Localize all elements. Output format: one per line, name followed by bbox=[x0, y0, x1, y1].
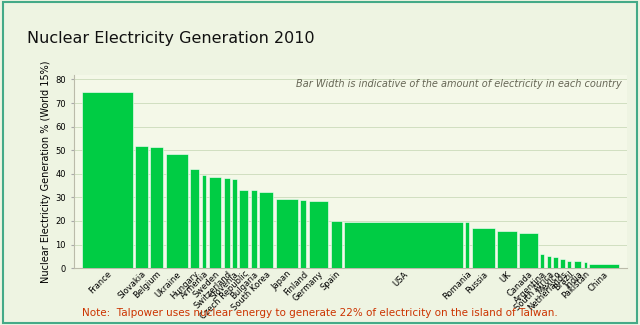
Bar bbox=[331, 221, 342, 268]
Bar bbox=[584, 262, 587, 268]
Bar bbox=[547, 256, 551, 268]
Text: Bar Width is indicative of the amount of electricity in each country: Bar Width is indicative of the amount of… bbox=[296, 79, 621, 89]
Text: Nuclear Electricity Generation 2010: Nuclear Electricity Generation 2010 bbox=[27, 31, 315, 46]
Bar bbox=[251, 190, 257, 268]
Bar bbox=[190, 169, 200, 268]
Bar bbox=[224, 178, 230, 268]
Y-axis label: Nuclear Electricity Generation % (World 15%): Nuclear Electricity Generation % (World … bbox=[41, 60, 51, 283]
Bar bbox=[232, 179, 237, 268]
Bar bbox=[574, 261, 581, 268]
Bar bbox=[465, 222, 469, 268]
Bar bbox=[589, 264, 619, 268]
Bar bbox=[239, 189, 248, 268]
Bar bbox=[519, 232, 538, 268]
Bar bbox=[472, 228, 495, 268]
Bar bbox=[259, 192, 273, 268]
Bar bbox=[567, 261, 572, 268]
Text: Note:  Talpower uses nuclear energy to generate 22% of electricity on the island: Note: Talpower uses nuclear energy to ge… bbox=[82, 308, 558, 318]
Bar bbox=[276, 199, 298, 268]
Bar bbox=[202, 175, 206, 268]
Bar bbox=[560, 259, 564, 268]
Bar bbox=[209, 177, 221, 268]
Bar bbox=[540, 254, 545, 268]
Bar bbox=[300, 200, 307, 268]
Bar bbox=[166, 153, 188, 268]
Bar bbox=[344, 222, 463, 268]
Bar bbox=[150, 147, 163, 268]
Bar bbox=[82, 92, 132, 268]
Bar bbox=[497, 231, 516, 268]
Bar bbox=[308, 201, 328, 268]
Bar bbox=[554, 257, 558, 268]
Bar bbox=[135, 146, 148, 268]
